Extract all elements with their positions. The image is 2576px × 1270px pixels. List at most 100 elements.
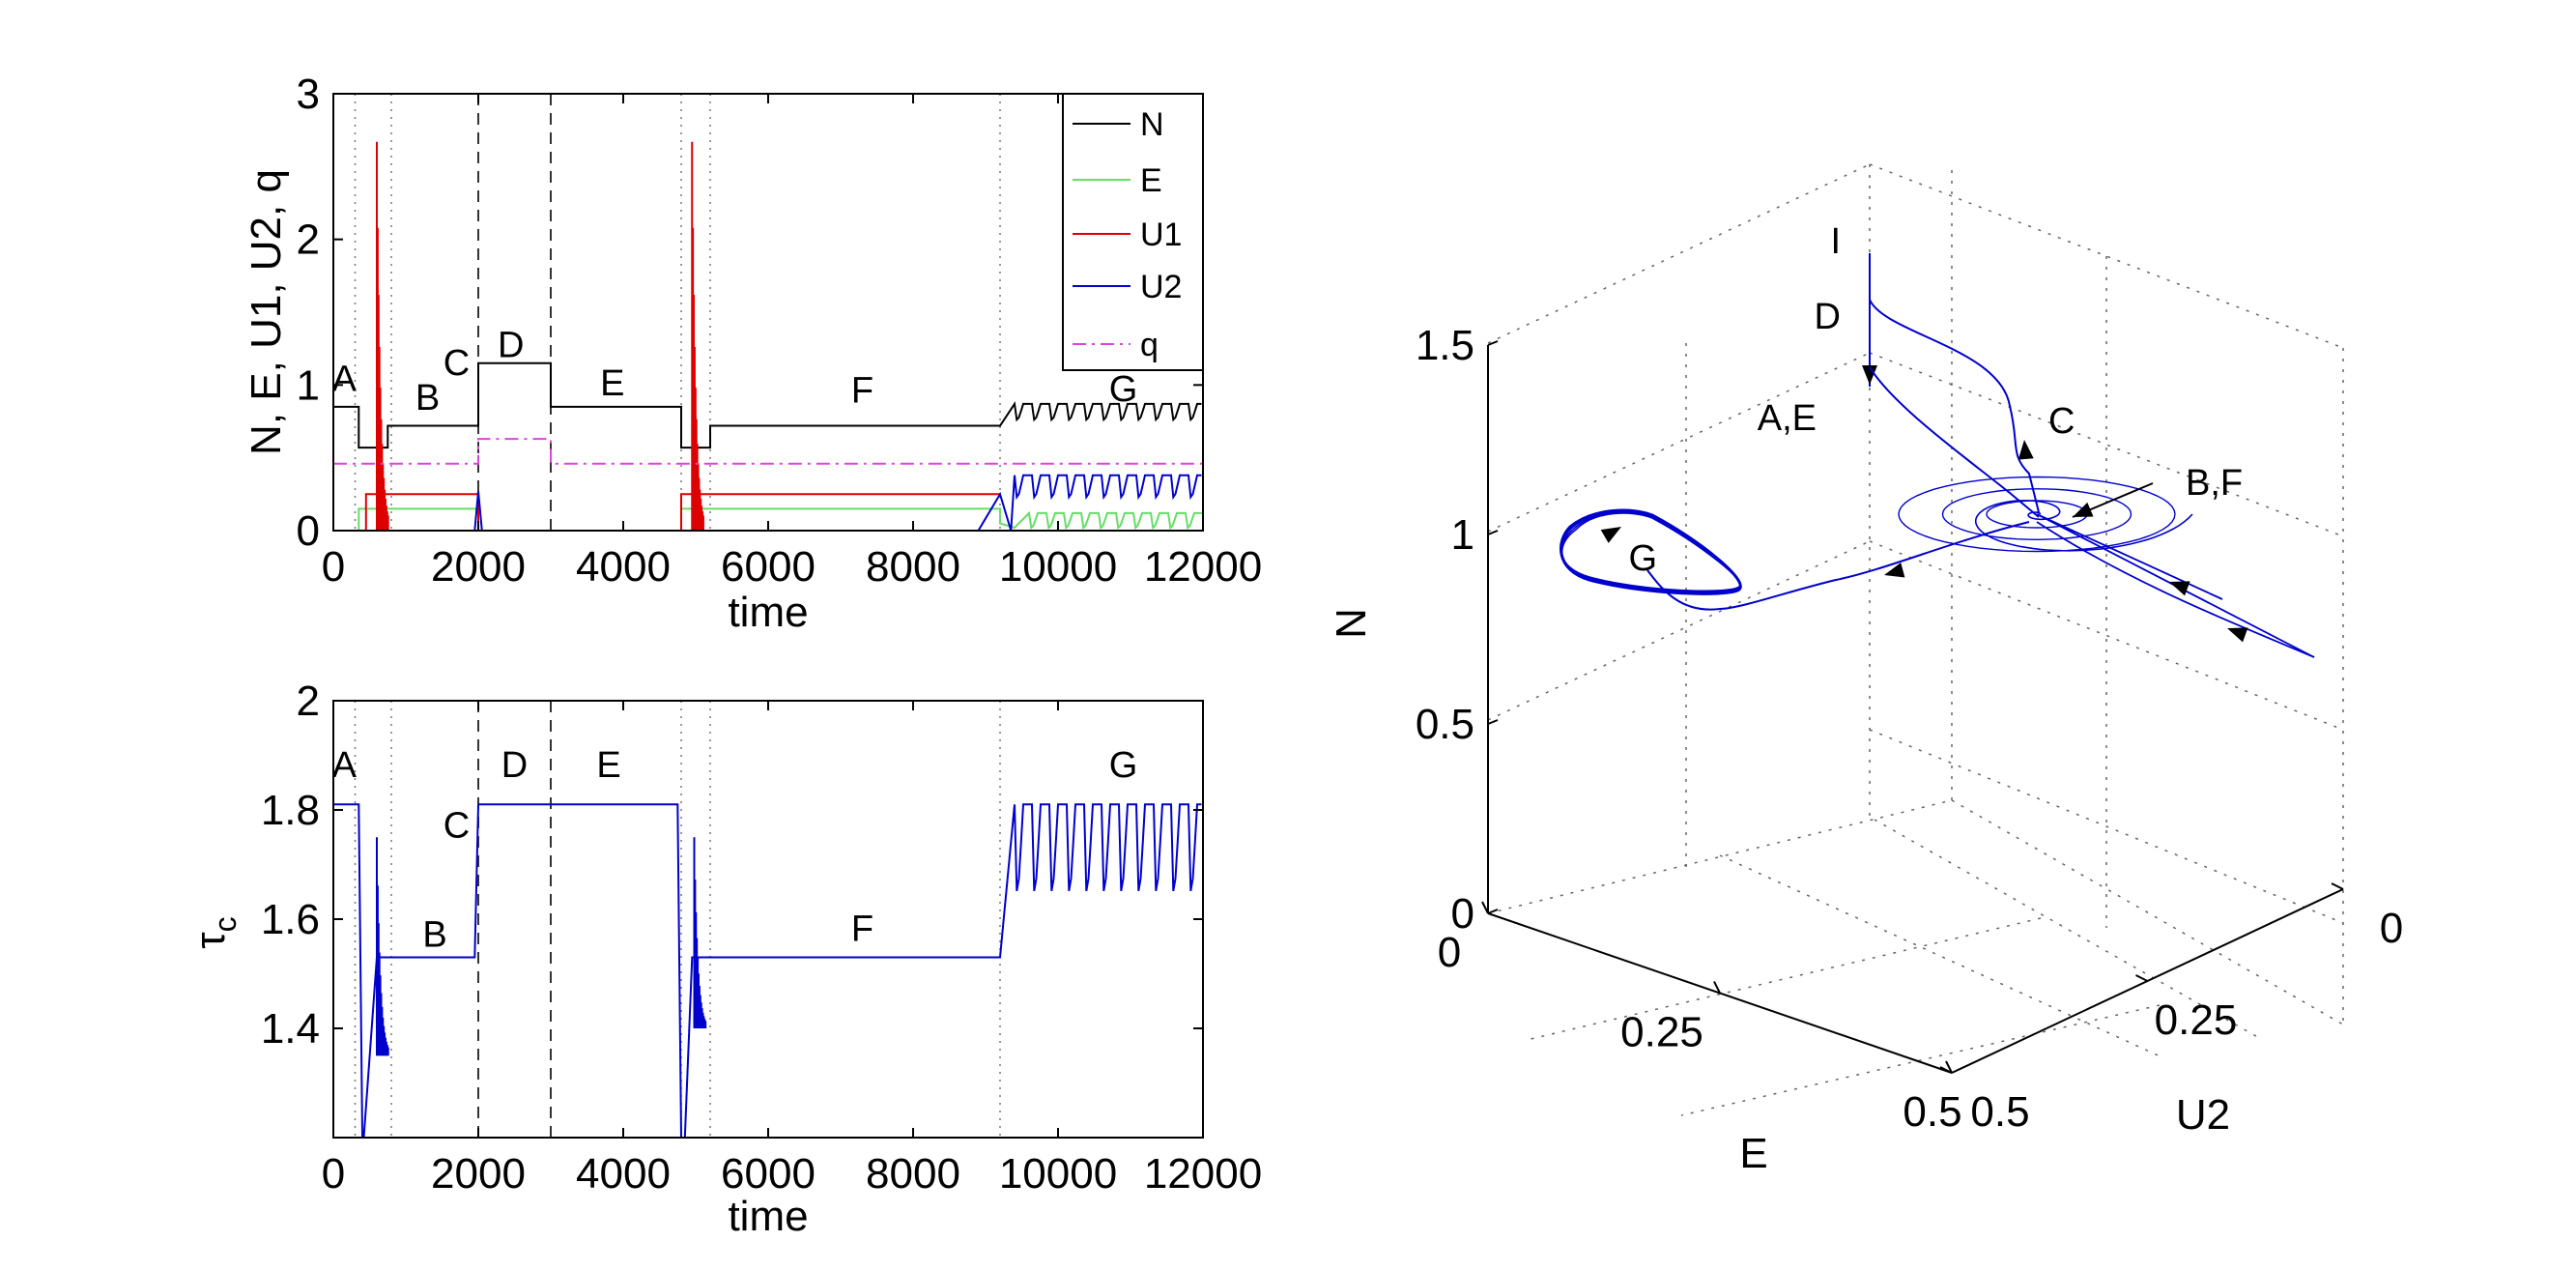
- annotation-B: B: [422, 914, 446, 955]
- legend-box: [1062, 93, 1204, 371]
- arrow-to-G: [1884, 563, 1905, 578]
- y-tick-label: 3: [297, 71, 320, 118]
- N-tick-mark: [1487, 340, 1499, 346]
- U2-tick-mark: [1939, 1066, 1953, 1074]
- annotation-F: F: [851, 909, 873, 950]
- arrow-wedge-2: [2227, 627, 2248, 643]
- traj-wedge-to-BF: [2036, 513, 2315, 658]
- E-tick-label: 0.25: [1620, 1009, 1703, 1056]
- E-tick-mark: [1713, 981, 1721, 994]
- spiral-BF: [1974, 500, 2193, 552]
- y-tick-label: 1.4: [261, 1005, 320, 1053]
- U2-tick-label: 0.5: [1970, 1088, 2029, 1136]
- phase-3d-panel: 0 0.5 1 1.5 0 0.25 0.5 0 0.25 0.5 ID A,E C B,F G E U2…: [1328, 163, 2403, 1177]
- y-tick-label: 2: [297, 678, 320, 725]
- bottom-xlabel: time: [728, 1193, 808, 1240]
- N-tick-label: 1.5: [1416, 322, 1474, 369]
- legend-label-N: N: [1140, 106, 1164, 143]
- top-xlabel: time: [728, 589, 808, 636]
- y-tick-label: 1.6: [261, 896, 320, 943]
- top-series: [333, 141, 1203, 532]
- spike-tau_c: [376, 837, 389, 1056]
- arrow-cycle-G: [1600, 527, 1621, 543]
- bottom-series: [333, 803, 1202, 1139]
- N-tick-mark: [1487, 719, 1499, 725]
- N-tick-mark: [1487, 530, 1499, 535]
- annotation-D: D: [498, 326, 524, 366]
- bottom-vlines: [354, 701, 1001, 1138]
- bottom-annotations: A B CD E F G: [332, 745, 1138, 955]
- limit-cycle-G: [1560, 512, 1742, 592]
- annotation-C: C: [444, 805, 470, 846]
- series-q: [333, 438, 1203, 465]
- top-ticks: 0 2000 4000 6000 8000 10000 12000 0 1 2 3: [297, 71, 1263, 591]
- x-tick-label: 2000: [431, 1150, 526, 1198]
- x-tick-label: 4000: [576, 1150, 671, 1198]
- 3d-annotation-A-E: A,E: [1758, 398, 1817, 439]
- legend-label-E: E: [1140, 162, 1162, 199]
- U2-tick-mark: [2331, 882, 2344, 890]
- 3d-annotation-D: D: [1815, 297, 1841, 337]
- annotation-A: A: [332, 745, 358, 786]
- x-tick-label: 8000: [866, 543, 960, 591]
- 3d-box-grid: [1487, 163, 2344, 1116]
- x-tick-label: 10000: [999, 543, 1117, 591]
- annotation-G: G: [1109, 745, 1138, 786]
- annotation-D: D: [501, 745, 528, 786]
- E-tick-label: 0: [1438, 929, 1461, 976]
- traj-BF-to-G: [1646, 521, 2030, 611]
- series-U2: [333, 474, 1202, 532]
- x-tick-label: 12000: [1144, 543, 1262, 591]
- N-tick-mark: [1487, 909, 1499, 914]
- annotation-A: A: [332, 359, 358, 399]
- x-tick-label: 10000: [999, 1150, 1117, 1198]
- U2-tick-label: 0: [2380, 905, 2403, 952]
- y-tick-label: 0: [297, 507, 320, 555]
- x-tick-label: 4000: [576, 543, 671, 591]
- x-tick-label: 6000: [721, 1150, 816, 1198]
- arrow-up-C: [2018, 440, 2034, 460]
- 3d-xlabel-E: E: [1739, 1130, 1767, 1177]
- x-tick-label: 12000: [1144, 1150, 1262, 1198]
- annotation-C: C: [444, 343, 470, 384]
- 3d-zlabel-N: N: [1328, 608, 1375, 639]
- traj-wedge-lower: [2036, 521, 2315, 658]
- spike-U1: [376, 141, 389, 531]
- x-tick-label: 6000: [721, 543, 816, 591]
- y-tick-label: 1.8: [261, 787, 320, 834]
- N-tick-label: 0.5: [1416, 701, 1474, 748]
- x-tick-label: 0: [322, 1150, 345, 1198]
- series-N: [333, 361, 1202, 449]
- annotation-B: B: [415, 378, 440, 419]
- 3d-ticks: 0 0.5 1 1.5 0 0.25 0.5 0 0.25 0.5: [1416, 322, 2403, 1136]
- legend-label-q: q: [1140, 327, 1159, 363]
- 3d-annotation-C: C: [2048, 401, 2075, 442]
- 3d-trajectories: [1559, 253, 2315, 658]
- traj-AE-to-BF: [1869, 366, 2040, 518]
- series-E: [333, 507, 1203, 532]
- annotation-F: F: [851, 370, 873, 411]
- arrowhead-BF: [2073, 502, 2094, 517]
- U2-tick-label: 0.25: [2155, 996, 2238, 1044]
- top-ylabel: N, E, U1, U2, q: [243, 169, 290, 455]
- ylabel-sub: c: [208, 916, 243, 932]
- y-tick-label: 2: [297, 216, 320, 264]
- 3d-axes: [1487, 888, 2344, 1074]
- series-U1: [333, 493, 1000, 532]
- traj-D-to-C: [1869, 299, 2040, 513]
- E-tick-mark: [1945, 1060, 1953, 1074]
- ylabel-tau: τ: [186, 932, 234, 949]
- x-tick-label: 8000: [866, 1150, 960, 1198]
- x-tick-label: 2000: [431, 543, 526, 591]
- U2-tick-mark: [2135, 974, 2148, 982]
- legend-label-U1: U1: [1140, 216, 1182, 253]
- arrow-down-D: [1862, 365, 1877, 385]
- spike-tau_c: [693, 837, 707, 1028]
- top-legend: N E U1 U2 q: [1062, 93, 1204, 371]
- N-tick-label: 0: [1451, 890, 1474, 938]
- 3d-ylabel-U2: U2: [2176, 1091, 2230, 1139]
- 3d-annotation-I: I: [1830, 221, 1841, 262]
- y-tick-label: 1: [297, 361, 320, 409]
- 3d-annotations: ID A,E C B,F G: [1628, 221, 2243, 579]
